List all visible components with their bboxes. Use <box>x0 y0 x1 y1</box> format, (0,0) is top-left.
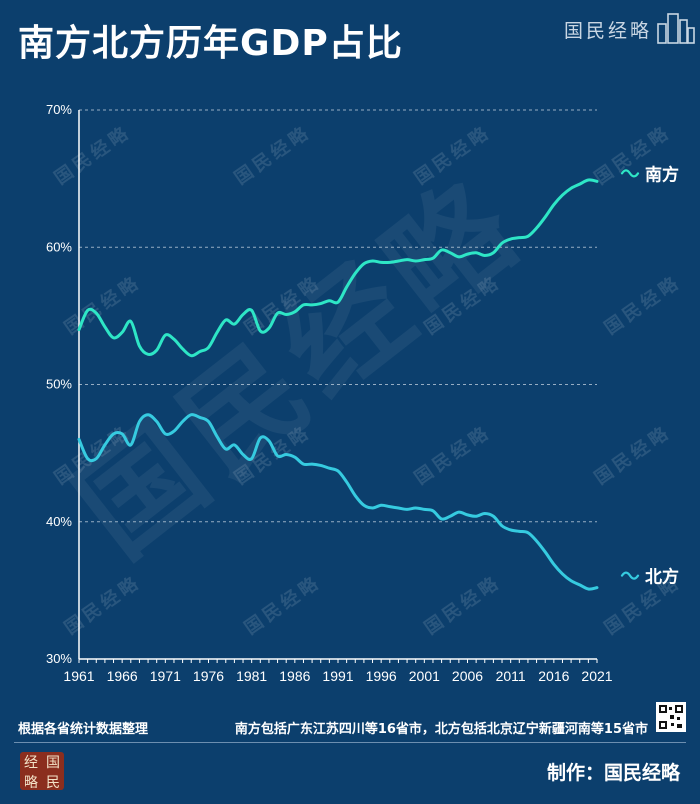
x-tick-label: 1961 <box>63 668 94 684</box>
series-line-north <box>77 413 599 591</box>
y-tick-label: 40% <box>46 514 72 529</box>
series-line-south <box>77 178 599 358</box>
large-watermark-text: 国民经略 <box>52 153 547 583</box>
series-lines <box>77 178 599 591</box>
brand-top-label: 国民经略 <box>563 20 652 42</box>
watermark-text: 国民经略 <box>420 571 505 639</box>
watermark-text: 国民经略 <box>600 271 685 339</box>
region-note: 南方包括广东江苏四川等16省市，北方包括北京辽宁新疆河南等15省市 <box>234 722 648 737</box>
x-tick-label: 1996 <box>366 668 397 684</box>
series-name: 北方 <box>645 567 679 588</box>
x-tick-label: 2011 <box>496 668 526 684</box>
watermark-text: 国民经略 <box>410 421 495 489</box>
skyline-icon <box>657 13 695 44</box>
legend-marker <box>620 571 640 580</box>
footer-divider <box>14 742 686 743</box>
credit-label: 制作：国民经略 <box>546 762 680 784</box>
grid-lines: 30% 40% 50% 60% 70% <box>46 102 597 666</box>
x-tick-label: 1976 <box>193 668 224 684</box>
watermark-text: 国民经略 <box>60 571 145 639</box>
brand-logo: 经 国 略 民 <box>20 752 64 791</box>
y-tick-label: 30% <box>46 651 72 666</box>
legend-marker <box>620 169 640 178</box>
x-tick-label: 1991 <box>322 668 353 684</box>
x-tick-label: 1971 <box>150 668 181 684</box>
watermark-text: 国民经略 <box>590 421 675 489</box>
watermark-text: 国民经略 <box>50 121 135 189</box>
series-name: 南方 <box>645 164 679 185</box>
page-title: 南方北方历年GDP占比 <box>18 23 403 64</box>
qr-code-icon[interactable] <box>656 702 686 732</box>
y-tick-label: 70% <box>46 102 72 117</box>
series-labels: 南方北方 <box>620 164 679 588</box>
source-note: 根据各省统计数据整理 <box>18 722 149 737</box>
x-tick-label: 1966 <box>107 668 138 684</box>
x-tick-label: 1986 <box>279 668 310 684</box>
y-tick-label: 60% <box>46 239 72 254</box>
axes: 1961 1966 1971 1976 1981 1986 1991 1996 2001 2006… <box>63 110 613 684</box>
x-tick-label: 2021 <box>581 668 612 684</box>
footer-notes: 根据各省统计数据整理 南方包括广东江苏四川等16省市，北方包括北京辽宁新疆河南等… <box>18 718 682 737</box>
watermark-text: 国民经略 <box>230 121 315 189</box>
x-tick-label: 1981 <box>236 668 267 684</box>
y-tick-label: 50% <box>46 377 72 392</box>
x-tick-label: 2016 <box>538 668 569 684</box>
watermark-text: 国民经略 <box>60 271 145 339</box>
x-tick-label: 2006 <box>452 668 483 684</box>
x-tick-label: 2001 <box>409 668 440 684</box>
large-watermark: 国民经略 <box>52 153 547 583</box>
watermark-text: 国民经略 <box>240 571 325 639</box>
series-label-south: 南方 <box>620 164 679 185</box>
series-label-north: 北方 <box>620 567 679 588</box>
